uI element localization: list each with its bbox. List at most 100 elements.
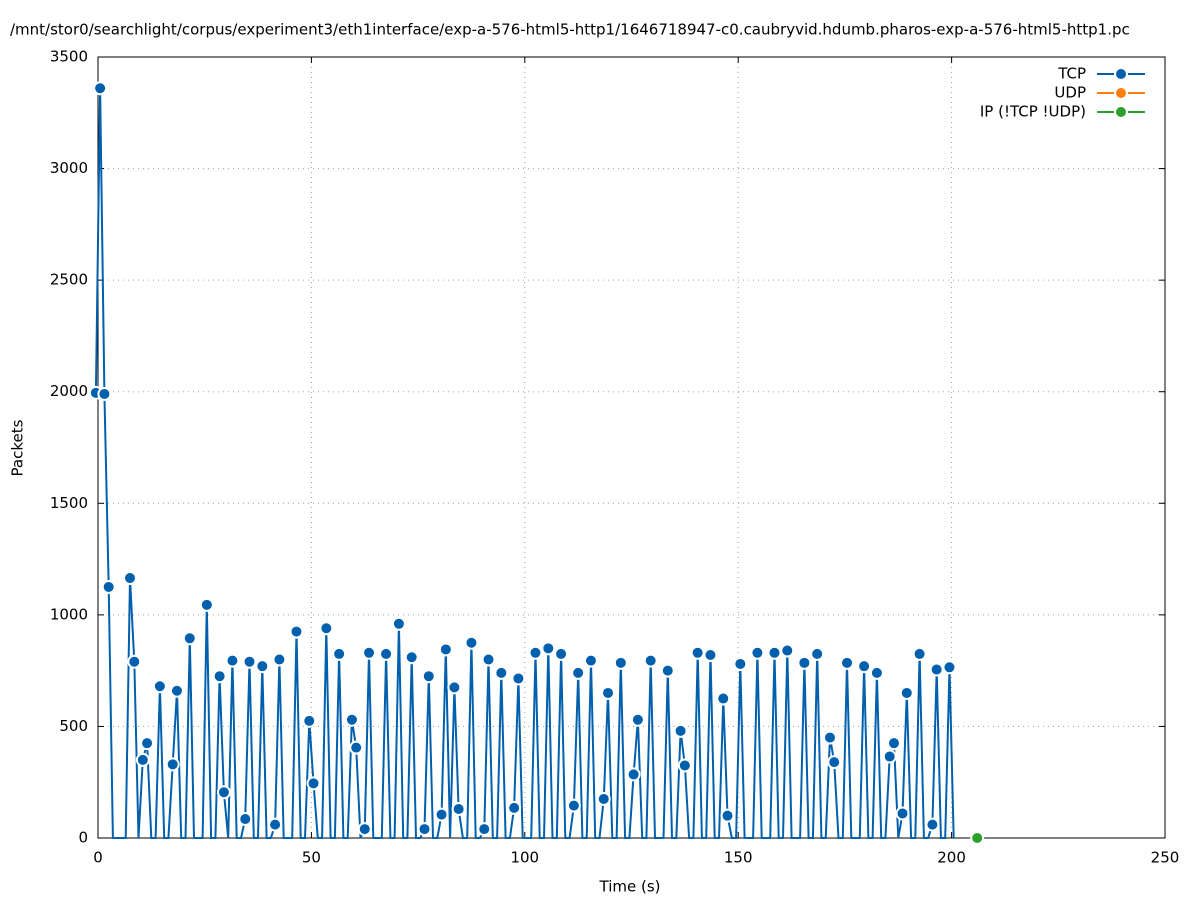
- data-point: [660, 663, 675, 678]
- x-tick-label: 50: [302, 849, 321, 867]
- data-point: [165, 757, 180, 772]
- data-point: [182, 631, 197, 646]
- legend-marker: [1114, 67, 1128, 81]
- data-point: [464, 635, 479, 650]
- series-line: [94, 88, 955, 839]
- data-point: [554, 646, 569, 661]
- data-point: [857, 659, 872, 674]
- data-point: [417, 822, 432, 837]
- data-point: [242, 654, 257, 669]
- x-tick-label: 0: [93, 849, 103, 867]
- legend-label: TCP: [1057, 65, 1086, 83]
- data-point: [212, 669, 227, 684]
- data-point: [601, 685, 616, 700]
- data-point: [404, 650, 419, 665]
- data-point: [481, 652, 496, 667]
- data-point: [169, 683, 184, 698]
- data-point: [272, 652, 287, 667]
- data-point: [152, 679, 167, 694]
- data-point: [379, 646, 394, 661]
- legend-label: UDP: [1054, 84, 1086, 102]
- data-point: [942, 660, 957, 675]
- data-point: [912, 646, 927, 661]
- data-point: [929, 662, 944, 677]
- data-point: [362, 645, 377, 660]
- data-point: [93, 81, 108, 96]
- data-point: [140, 736, 155, 751]
- data-point: [199, 597, 214, 612]
- data-point: [899, 685, 914, 700]
- y-axis-label: Packets: [9, 419, 27, 476]
- x-tick-label: 150: [724, 849, 753, 867]
- data-point: [216, 785, 231, 800]
- data-point: [302, 713, 317, 728]
- data-point: [127, 654, 142, 669]
- data-point: [596, 791, 611, 806]
- data-point: [306, 776, 321, 791]
- data-point: [571, 665, 586, 680]
- data-point: [613, 655, 628, 670]
- x-axis-label: Time (s): [599, 878, 661, 896]
- data-point: [626, 767, 641, 782]
- data-point: [349, 740, 364, 755]
- data-point: [827, 755, 842, 770]
- data-point: [511, 671, 526, 686]
- plot-frame: [97, 56, 1166, 839]
- data-point: [690, 645, 705, 660]
- data-point: [255, 659, 270, 674]
- legend-label: IP (!TCP !UDP): [980, 103, 1086, 121]
- data-point: [344, 712, 359, 727]
- data-point: [225, 653, 240, 668]
- data-point: [840, 655, 855, 670]
- data-point: [780, 643, 795, 658]
- data-point: [421, 669, 436, 684]
- data-point: [123, 571, 138, 586]
- data-point: [494, 665, 509, 680]
- y-tick-label: 2500: [50, 271, 88, 289]
- data-point: [703, 648, 718, 663]
- data-point: [797, 655, 812, 670]
- y-tick-label: 3000: [50, 159, 88, 177]
- data-point: [882, 749, 897, 764]
- data-point: [566, 798, 581, 813]
- data-point: [447, 680, 462, 695]
- data-point: [268, 817, 283, 832]
- x-tick-label: 100: [510, 849, 539, 867]
- legend-marker: [1114, 86, 1128, 100]
- data-point: [886, 736, 901, 751]
- data-point: [767, 645, 782, 660]
- data-point: [970, 831, 985, 845]
- data-point: [733, 656, 748, 671]
- data-point: [451, 801, 466, 816]
- data-point: [720, 808, 735, 823]
- data-point: [643, 653, 658, 668]
- data-point: [101, 579, 116, 594]
- data-point: [135, 752, 150, 767]
- data-point: [895, 806, 910, 821]
- y-tick-label: 1500: [50, 494, 88, 512]
- y-tick-label: 2000: [50, 382, 88, 400]
- data-point: [630, 712, 645, 727]
- data-point: [925, 817, 940, 832]
- data-point: [810, 646, 825, 661]
- data-point: [238, 812, 253, 827]
- data-point: [716, 691, 731, 706]
- data-point: [507, 800, 522, 815]
- data-point: [869, 665, 884, 680]
- y-tick-label: 0: [78, 829, 88, 847]
- y-tick-label: 500: [59, 717, 88, 735]
- x-tick-label: 200: [937, 849, 966, 867]
- data-point: [477, 822, 492, 837]
- data-point: [750, 645, 765, 660]
- legend-marker: [1114, 105, 1128, 119]
- x-tick-label: 250: [1151, 849, 1180, 867]
- y-tick-label: 3500: [50, 48, 88, 66]
- data-point: [97, 386, 112, 401]
- data-point: [391, 616, 406, 631]
- data-point: [434, 807, 449, 822]
- data-point: [541, 641, 556, 656]
- data-point: [528, 645, 543, 660]
- data-point: [289, 624, 304, 639]
- data-point: [583, 653, 598, 668]
